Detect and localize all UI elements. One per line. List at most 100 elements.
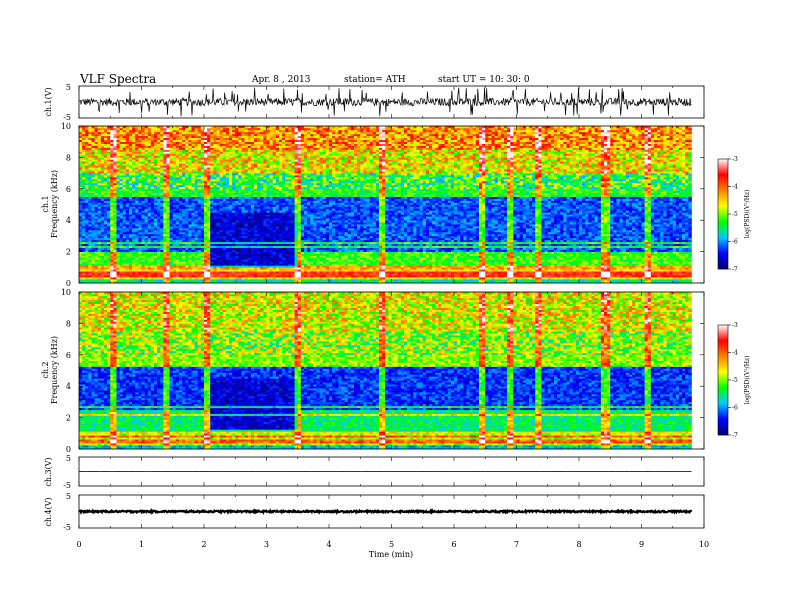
spectrogram-cell	[138, 240, 141, 242]
spectrogram-cell	[129, 222, 132, 224]
spectrogram-cell	[210, 191, 213, 193]
spectrogram-cell	[107, 234, 110, 236]
spectrogram-cell	[79, 132, 82, 134]
spectrogram-cell	[182, 152, 185, 154]
spectrogram-cell	[126, 244, 129, 246]
spectrogram-cell	[257, 144, 260, 146]
spectrogram-cell	[223, 159, 226, 161]
spectrogram-cell	[179, 205, 182, 207]
spectrogram-cell	[220, 271, 223, 273]
spectrogram-cell	[267, 259, 270, 261]
spectrogram-cell	[238, 179, 241, 181]
spectrogram-cell	[220, 197, 223, 199]
spectrogram-cell	[154, 205, 157, 207]
spectrogram-cell	[223, 175, 226, 177]
spectrogram-cell	[213, 277, 216, 279]
spectrogram-cell	[242, 236, 245, 238]
spectrogram-cell	[88, 234, 91, 236]
spectrogram-cell	[176, 269, 179, 271]
spectrogram-cell	[188, 171, 191, 173]
spectrogram-cell	[201, 185, 204, 187]
spectrogram-cell	[101, 206, 104, 208]
spectrogram-cell	[113, 155, 116, 157]
spectrogram-cell	[110, 244, 113, 246]
spectrogram-cell	[92, 153, 95, 155]
spectrogram-cell	[154, 206, 157, 208]
spectrogram-cell	[113, 197, 116, 199]
spectrogram-cell	[88, 242, 91, 244]
spectrogram-cell	[270, 195, 273, 197]
spectrogram-cell	[254, 206, 257, 208]
spectrogram-cell	[123, 187, 126, 189]
spectrogram-cell	[251, 148, 254, 150]
spectrogram-cell	[92, 193, 95, 195]
spectrogram-cell	[192, 279, 195, 281]
spectrogram-cell	[245, 128, 248, 130]
spectrogram-cell	[254, 189, 257, 191]
spectrogram-cell	[82, 228, 85, 230]
spectrogram-cell	[88, 157, 91, 159]
spectrogram-cell	[132, 197, 135, 199]
spectrogram-cell	[135, 189, 138, 191]
spectrogram-cell	[145, 252, 148, 254]
spectrogram-cell	[242, 263, 245, 265]
spectrogram-cell	[195, 159, 198, 161]
spectrogram-cell	[195, 248, 198, 250]
spectrogram-cell	[185, 159, 188, 161]
spectrogram-cell	[204, 167, 207, 169]
spectrogram-cell	[270, 173, 273, 175]
spectrogram-cell	[263, 167, 266, 169]
spectrogram-cell	[95, 159, 98, 161]
spectrogram-cell	[242, 234, 245, 236]
spectrogram-cell	[107, 199, 110, 201]
spectrogram-cell	[248, 134, 251, 136]
spectrogram-cell	[173, 265, 176, 267]
spectrogram-cell	[163, 177, 166, 179]
spectrogram-cell	[210, 236, 213, 238]
spectrogram-cell	[95, 279, 98, 281]
spectrogram-cell	[154, 256, 157, 258]
spectrogram-cell	[235, 218, 238, 220]
spectrogram-cell	[113, 203, 116, 205]
spectrogram-cell	[192, 248, 195, 250]
spectrogram-cell	[120, 179, 123, 181]
spectrogram-cell	[79, 136, 82, 138]
spectrogram-cell	[154, 257, 157, 259]
spectrogram-cell	[182, 171, 185, 173]
spectrogram-cell	[151, 167, 154, 169]
spectrogram-cell	[113, 220, 116, 222]
spectrogram-cell	[182, 205, 185, 207]
spectrogram-cell	[120, 212, 123, 214]
spectrogram-cell	[242, 230, 245, 232]
spectrogram-cell	[151, 279, 154, 281]
spectrogram-cell	[182, 257, 185, 259]
spectrogram-cell	[260, 248, 263, 250]
spectrogram-cell	[151, 183, 154, 185]
spectrogram-cell	[238, 267, 241, 269]
spectrogram-cell	[113, 246, 116, 248]
spectrogram-cell	[217, 187, 220, 189]
spectrogram-cell	[229, 246, 232, 248]
spectrogram-cell	[92, 220, 95, 222]
spectrogram-cell	[107, 181, 110, 183]
spectrogram-cell	[257, 218, 260, 220]
spectrogram-cell	[98, 261, 101, 263]
spectrogram-cell	[113, 159, 116, 161]
spectrogram-cell	[207, 167, 210, 169]
spectrogram-cell	[132, 236, 135, 238]
spectrogram-cell	[245, 206, 248, 208]
spectrogram-cell	[263, 193, 266, 195]
spectrogram-cell	[226, 226, 229, 228]
spectrogram-cell	[226, 187, 229, 189]
spectrogram-cell	[113, 167, 116, 169]
spectrogram-cell	[138, 232, 141, 234]
spectrogram-cell	[192, 130, 195, 132]
spectrogram-cell	[229, 257, 232, 259]
spectrogram-cell	[120, 171, 123, 173]
spectrogram-cell	[142, 138, 145, 140]
spectrogram-cell	[245, 142, 248, 144]
spectrogram-cell	[248, 146, 251, 148]
spectrogram-cell	[263, 191, 266, 193]
spectrogram-cell	[188, 159, 191, 161]
spectrogram-cell	[242, 177, 245, 179]
